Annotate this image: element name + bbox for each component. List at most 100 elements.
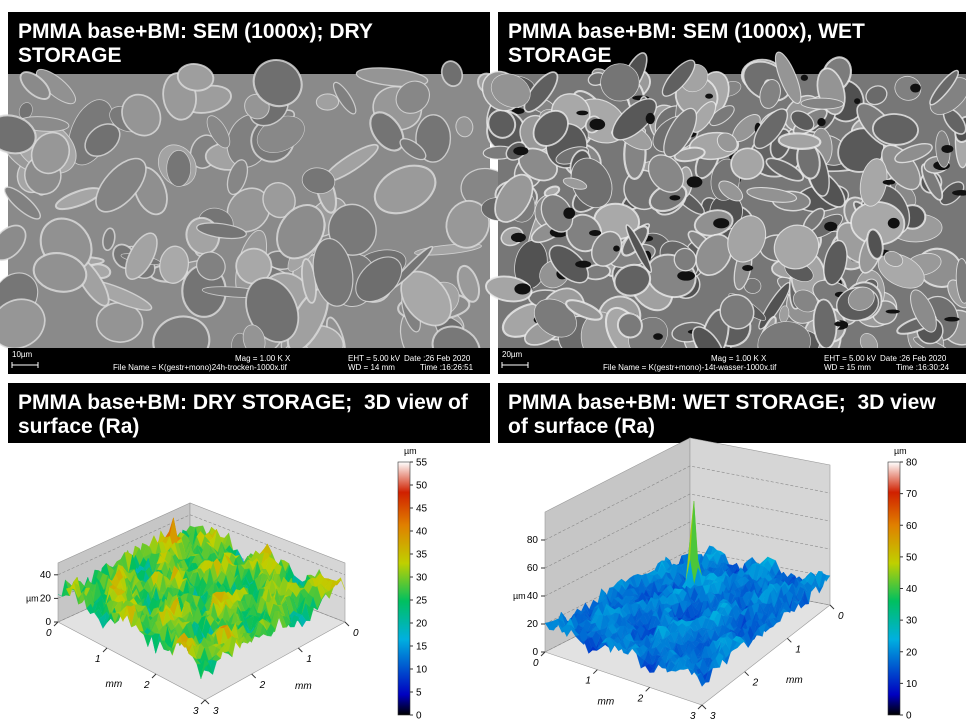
sem-info: WD = 14 mm — [348, 363, 395, 372]
sem-pore — [834, 322, 845, 327]
sem-pore — [576, 111, 588, 116]
y-tick — [745, 672, 749, 676]
y-tick — [830, 605, 834, 609]
sem-pore — [886, 310, 900, 314]
sem-pore — [687, 176, 703, 187]
y-tick — [787, 638, 791, 642]
z-axis-unit: µm — [513, 591, 526, 601]
sem-texture — [316, 94, 339, 110]
z-tick-label: 60 — [527, 563, 539, 574]
sem-info: Time :16:26:51 — [420, 363, 474, 372]
colorbar-tick-label: 20 — [906, 647, 918, 658]
sem-info: File Name = K(gestr+mono)24h-trocken-100… — [113, 363, 288, 372]
y-tick — [252, 674, 256, 678]
colorbar — [888, 462, 900, 715]
x-tick — [541, 652, 545, 656]
z-tick-label: 20 — [40, 593, 52, 604]
y-axis-unit: mm — [295, 681, 312, 692]
colorbar-tick-label: 0 — [906, 711, 912, 720]
y-tick-label: 0 — [838, 611, 844, 622]
z-tick-label: 40 — [40, 570, 52, 581]
sem-pore — [669, 195, 680, 200]
y-tick-label: 2 — [259, 680, 266, 691]
y-tick-label: 2 — [752, 678, 759, 689]
sem-pore — [705, 94, 713, 99]
y-tick-label: 1 — [306, 654, 312, 665]
colorbar-tick-label: 40 — [416, 527, 428, 538]
colorbar-tick-label: 50 — [416, 481, 428, 492]
colorbar-tick-label: 5 — [416, 688, 422, 699]
z-tick-label: 80 — [527, 535, 539, 546]
sem-pore — [742, 265, 753, 271]
x-tick-label: 0 — [46, 628, 52, 639]
sem-info: File Name = K(gestr+mono)-14t-wasser-100… — [603, 363, 777, 372]
sem-pore — [563, 208, 575, 219]
y-tick — [205, 700, 209, 704]
colorbar-tick-label: 60 — [906, 521, 918, 532]
x-tick-label: 1 — [585, 676, 591, 687]
colorbar-tick-label: 40 — [906, 584, 918, 595]
sem-texture — [801, 98, 844, 110]
sem-pore — [511, 233, 526, 242]
sem-pore — [854, 98, 860, 104]
colorbar-tick-label: 20 — [416, 619, 428, 630]
sem-pore — [646, 113, 655, 124]
colorbar-tick-label: 30 — [416, 573, 428, 584]
sem-pore — [801, 75, 808, 81]
colorbar-tick-label: 15 — [416, 642, 428, 653]
sem-pore — [575, 261, 591, 268]
x-tick — [593, 670, 597, 674]
sem-pore — [944, 317, 959, 322]
scale-bar-label: 10µm — [12, 350, 33, 359]
x-tick — [646, 687, 650, 691]
x-axis-unit: mm — [598, 697, 615, 708]
x-tick-label: 1 — [95, 654, 101, 665]
figure: 10µmFile Name = K(gestr+mono)24h-trocken… — [0, 0, 966, 720]
sem-pore — [514, 283, 530, 294]
x-tick — [152, 674, 156, 678]
y-tick — [345, 622, 349, 626]
colorbar-tick-label: 50 — [906, 552, 918, 563]
colorbar-tick-label: 30 — [906, 616, 918, 627]
sem-info: EHT = 5.00 kV — [824, 354, 877, 363]
colorbar-unit: µm — [404, 446, 417, 456]
y-tick-label: 1 — [795, 644, 801, 655]
x-tick-label: 3 — [193, 706, 199, 717]
sem-pore — [888, 218, 900, 229]
sem-info: Mag = 1.00 K X — [711, 354, 767, 363]
sem-pore — [513, 147, 528, 156]
colorbar-unit: µm — [894, 446, 907, 456]
y-tick-label: 0 — [353, 628, 359, 639]
sem-pore — [653, 333, 663, 340]
z-tick-label: 0 — [532, 647, 538, 658]
sem-info: Mag = 1.00 K X — [235, 354, 291, 363]
y-tick — [298, 648, 302, 652]
sem-info: Date :26 Feb 2020 — [404, 354, 471, 363]
sem-info: WD = 15 mm — [824, 363, 871, 372]
y-tick — [702, 705, 706, 709]
sem-pore — [941, 145, 953, 153]
sem-info: Date :26 Feb 2020 — [880, 354, 947, 363]
sem-info: EHT = 5.00 kV — [348, 354, 401, 363]
sem-pore — [883, 180, 895, 185]
sem-texture — [167, 150, 191, 186]
sem-pore — [613, 246, 620, 252]
colorbar-tick-label: 10 — [416, 665, 428, 676]
z-tick-label: 40 — [527, 591, 539, 602]
x-tick — [54, 622, 58, 626]
z-axis-unit: µm — [26, 593, 39, 603]
x-tick-label: 2 — [637, 693, 644, 704]
y-tick-label: 3 — [213, 706, 219, 717]
sem-pore — [824, 222, 837, 231]
colorbar-tick-label: 25 — [416, 596, 428, 607]
colorbar-tick-label: 70 — [906, 489, 918, 500]
page: PMMA base+BM: SEM (1000x); DRY STORAGE P… — [0, 0, 966, 720]
sem-pore — [910, 84, 921, 93]
y-axis-unit: mm — [786, 675, 803, 686]
x-tick — [201, 700, 205, 704]
colorbar-tick-label: 80 — [906, 458, 918, 469]
colorbar-tick-label: 10 — [906, 679, 918, 690]
sem-pore — [713, 218, 729, 228]
colorbar — [398, 462, 410, 715]
colorbar-tick-label: 55 — [416, 458, 428, 469]
